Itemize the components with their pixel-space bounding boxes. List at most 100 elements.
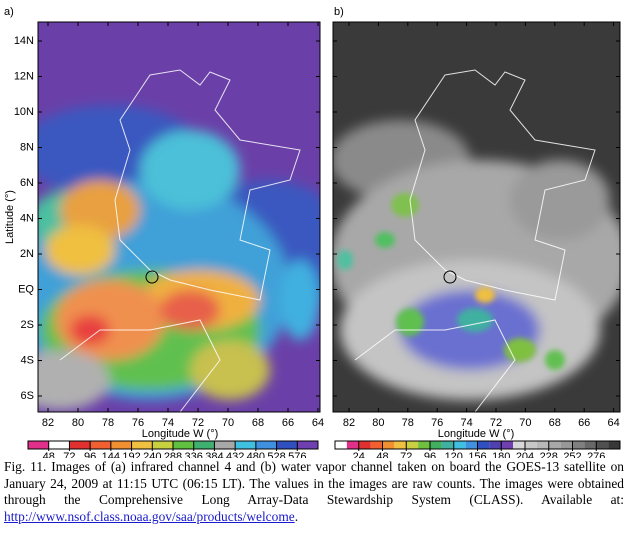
- colorbar-swatch: [418, 441, 430, 449]
- x-tick-label: 78: [402, 417, 414, 429]
- x-tick-label: 74: [460, 417, 472, 429]
- colorbar-swatch: [48, 441, 70, 449]
- colorbar-label: 228: [540, 451, 558, 458]
- x-tick-label: 66: [282, 417, 294, 429]
- colorbar-swatch: [596, 441, 609, 449]
- colorbar-label: 432: [226, 451, 244, 458]
- y-tick-label: 6N: [20, 177, 34, 189]
- frame: [37, 21, 321, 413]
- y-tick-label: 2S: [21, 319, 34, 331]
- colorbar-label: 276: [587, 451, 605, 458]
- colorbar-swatch: [276, 441, 298, 449]
- colorbar-swatch: [536, 441, 549, 449]
- panel-label: a): [4, 6, 14, 18]
- colorbar-swatch: [173, 441, 194, 449]
- colorbar-label: 180: [492, 451, 510, 458]
- x-tick-label: 78: [102, 417, 114, 429]
- colorbar-label: 72: [63, 451, 75, 458]
- colorbar-label: 252: [563, 451, 581, 458]
- colorbar-swatch: [465, 441, 478, 449]
- colorbar-swatch: [525, 441, 537, 449]
- colorbar-swatch: [477, 441, 490, 449]
- colorbar-label: 72: [400, 451, 412, 458]
- colorbar-label: 192: [122, 451, 140, 458]
- colorbar-swatch: [358, 441, 371, 449]
- y-tick-label: 14N: [14, 35, 34, 47]
- colorbar-label: 240: [143, 451, 161, 458]
- ir-image: [38, 22, 320, 412]
- colorbar-label: 144: [102, 451, 120, 458]
- x-tick-label: 70: [222, 417, 234, 429]
- colorbar-swatch: [90, 441, 111, 449]
- colorbar-label: 120: [445, 451, 463, 458]
- colorbar-swatch: [193, 441, 215, 449]
- panel-label: b): [334, 6, 344, 18]
- x-tick-label: 72: [490, 417, 502, 429]
- colorbar-label: 96: [424, 451, 436, 458]
- colorbar-label: 156: [468, 451, 486, 458]
- location-marker: [443, 270, 457, 284]
- x-tick-label: 64: [607, 417, 619, 429]
- colorbar-swatch: [235, 441, 256, 449]
- x-tick-label: 80: [372, 417, 384, 429]
- colorbar-swatch: [69, 441, 91, 449]
- y-tick-label: 6S: [21, 390, 34, 402]
- colorbar-swatch: [28, 441, 49, 449]
- x-tick-label: 70: [519, 417, 531, 429]
- colorbar-swatch: [560, 441, 573, 449]
- y-tick-label: 2N: [20, 248, 34, 260]
- caption-text: Fig. 11. Images of (a) infrared channel …: [4, 459, 624, 508]
- colorbar-swatch: [131, 441, 153, 449]
- colorbar-swatch: [430, 441, 442, 449]
- y-tick-label: 4S: [21, 354, 34, 366]
- x-tick-label: 68: [252, 417, 264, 429]
- colorbar-swatch: [453, 441, 466, 449]
- colorbar-swatch: [297, 441, 318, 449]
- colorbar-swatch: [214, 441, 236, 449]
- y-tick-label: 8N: [20, 141, 34, 153]
- frame: [332, 21, 621, 413]
- x-tick-label: 68: [549, 417, 561, 429]
- x-tick-label: 76: [431, 417, 443, 429]
- colorbar-swatch: [255, 441, 277, 449]
- colorbar-label: 384: [205, 451, 223, 458]
- caption-link[interactable]: http://www.nsof.class.noaa.gov/saa/produ…: [4, 508, 295, 524]
- x-axis-label: Longitude W (°): [438, 428, 515, 440]
- x-tick-label: 66: [578, 417, 590, 429]
- colorbar-label: 576: [288, 451, 306, 458]
- colorbar-swatch: [382, 441, 395, 449]
- colorbar-label: 288: [164, 451, 182, 458]
- colorbar-label: 480: [247, 451, 265, 458]
- y-tick-label: 10N: [14, 106, 34, 118]
- colorbar-swatch: [608, 441, 620, 449]
- y-tick-label: EQ: [18, 283, 34, 295]
- colorbar-swatch: [441, 441, 454, 449]
- y-axis-label: Latitude (°): [4, 190, 16, 244]
- colorbar-swatch: [335, 441, 347, 449]
- colorbar-swatch: [489, 441, 502, 449]
- x-tick-label: 74: [162, 417, 174, 429]
- colorbar-label: 48: [43, 451, 55, 458]
- colorbar-swatch: [110, 441, 132, 449]
- colorbar-label: 24: [353, 451, 365, 458]
- colorbar-label: 528: [267, 451, 285, 458]
- colorbar-swatch: [501, 441, 514, 449]
- colorbar-swatch: [394, 441, 407, 449]
- colorbar-swatch: [370, 441, 383, 449]
- y-tick-label: 12N: [14, 70, 34, 82]
- colorbar-swatch: [152, 441, 173, 449]
- colorbar-label: 336: [185, 451, 203, 458]
- colorbar-label: 48: [376, 451, 388, 458]
- colorbar-swatch: [513, 441, 525, 449]
- x-axis-label: Longitude W (°): [142, 428, 219, 440]
- borders: [59, 69, 596, 413]
- x-tick-label: 76: [132, 417, 144, 429]
- colorbar-label: 204: [516, 451, 534, 458]
- wv-image: [333, 22, 620, 412]
- x-tick-label: 82: [42, 417, 54, 429]
- colorbar-swatch: [584, 441, 597, 449]
- caption: Fig. 11. Images of (a) infrared channel …: [4, 459, 624, 525]
- location-marker: [145, 270, 159, 284]
- x-tick-label: 64: [312, 417, 324, 429]
